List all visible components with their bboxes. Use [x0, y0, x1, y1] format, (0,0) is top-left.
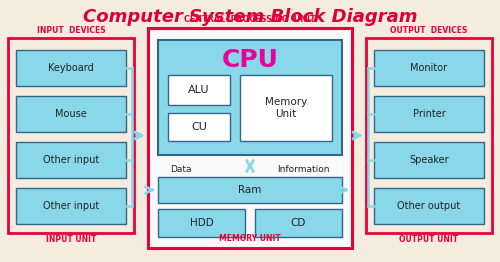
Text: Speaker: Speaker: [409, 155, 449, 165]
Text: INPUT  DEVICES: INPUT DEVICES: [36, 26, 106, 35]
Bar: [158, 177, 342, 203]
Text: Data: Data: [170, 165, 192, 173]
Bar: [374, 188, 484, 224]
Bar: [374, 142, 484, 178]
Text: Printer: Printer: [412, 109, 446, 119]
Text: ALU: ALU: [188, 85, 210, 95]
Text: INPUT UNIT: INPUT UNIT: [46, 235, 96, 244]
Text: OUTPUT  DEVICES: OUTPUT DEVICES: [390, 26, 468, 35]
Text: Monitor: Monitor: [410, 63, 448, 73]
Text: Keyboard: Keyboard: [48, 63, 94, 73]
Bar: [16, 142, 126, 178]
Text: Computer System Block Diagram: Computer System Block Diagram: [83, 8, 417, 26]
Text: Memory
Unit: Memory Unit: [265, 97, 307, 119]
Bar: [366, 38, 492, 233]
Bar: [374, 50, 484, 86]
Text: Ram: Ram: [238, 185, 262, 195]
Text: Other input: Other input: [43, 201, 99, 211]
Bar: [255, 209, 342, 237]
Bar: [158, 209, 245, 237]
Bar: [240, 75, 332, 141]
Bar: [8, 38, 134, 233]
Text: MEMORY UNIT: MEMORY UNIT: [219, 234, 281, 243]
Text: CPU: CPU: [222, 48, 278, 72]
Bar: [168, 113, 230, 141]
Text: Information: Information: [278, 165, 330, 173]
Bar: [148, 28, 352, 248]
Bar: [16, 96, 126, 132]
Text: Other input: Other input: [43, 155, 99, 165]
Text: HDD: HDD: [190, 218, 214, 228]
Text: CU: CU: [191, 122, 207, 132]
Bar: [16, 50, 126, 86]
Bar: [16, 188, 126, 224]
Text: CENTRAL  PROCESSING  UNIT: CENTRAL PROCESSING UNIT: [184, 15, 316, 24]
Text: Mouse: Mouse: [55, 109, 87, 119]
Bar: [158, 40, 342, 155]
Bar: [168, 75, 230, 105]
Text: Other output: Other output: [398, 201, 460, 211]
Bar: [374, 96, 484, 132]
Text: CD: CD: [291, 218, 306, 228]
Text: OUTPUT UNIT: OUTPUT UNIT: [400, 235, 458, 244]
